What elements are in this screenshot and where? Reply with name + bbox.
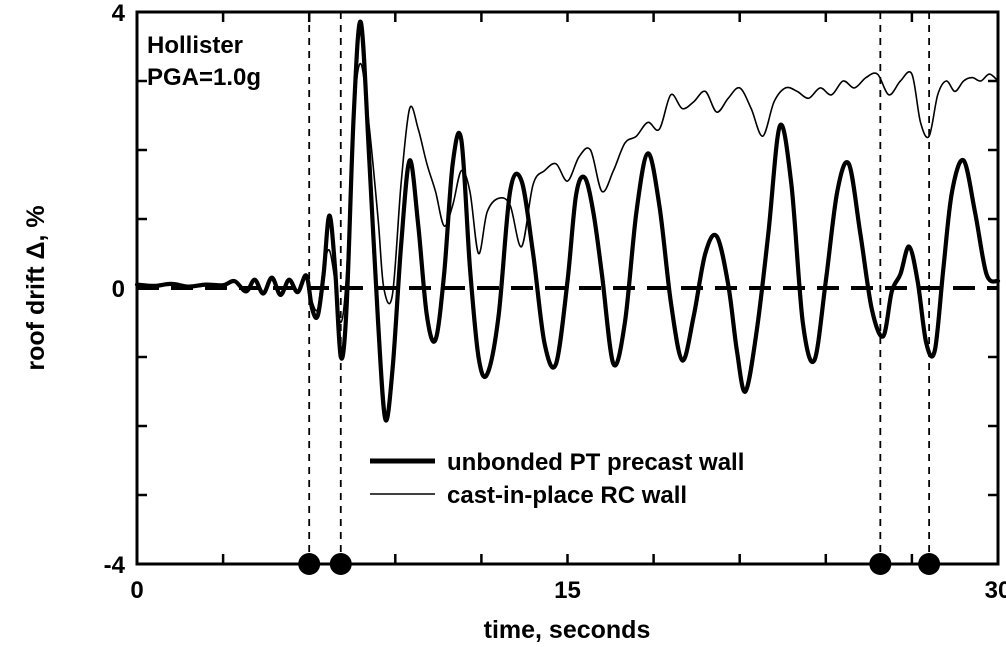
tick-labels: 0 15 30-404 <box>104 0 1006 604</box>
legend-label-cast-in-place: cast-in-place RC wall <box>447 482 687 509</box>
event-marker-dot <box>329 553 352 575</box>
event-marker-dot <box>298 553 321 575</box>
y-tick-label: 0 <box>112 276 125 303</box>
x-tick-label: 0 <box>130 577 143 604</box>
x-tick-label: 30 <box>985 577 1006 604</box>
x-tick-label: 15 <box>554 577 581 604</box>
plot-area <box>134 10 1001 575</box>
legend-label-unbonded-pt: unbonded PT precast wall <box>447 449 744 476</box>
annotation-line-2: PGA=1.0g <box>147 64 261 91</box>
annotation-line-1: Hollister <box>147 32 243 59</box>
event-marker-dot <box>869 553 892 575</box>
legend: unbonded PT precast wall cast-in-place R… <box>370 449 744 509</box>
y-axis-title: roof drift Δ, % <box>22 205 50 370</box>
y-tick-label: -4 <box>104 552 126 579</box>
event-marker-dots <box>298 553 941 575</box>
series-line-unbonded-pt-precast-wall <box>134 19 1001 423</box>
axis-ticks <box>137 12 998 564</box>
y-tick-label: 4 <box>112 0 126 27</box>
x-axis-title: time, seconds <box>484 616 651 644</box>
event-marker-dot <box>918 553 941 575</box>
series-layer <box>134 19 1001 423</box>
